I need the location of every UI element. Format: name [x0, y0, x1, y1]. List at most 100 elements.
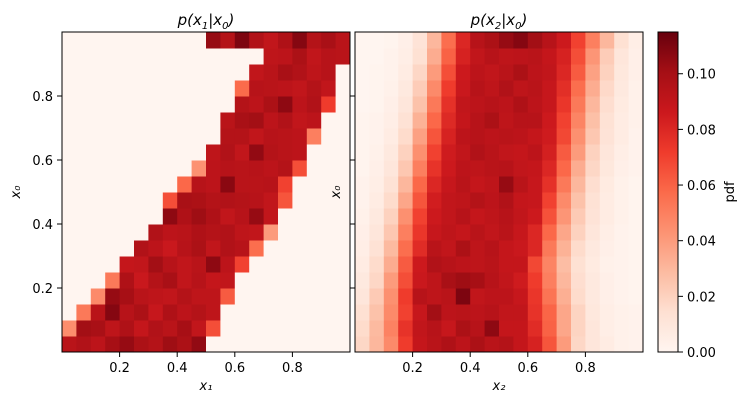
- heatmap-cell: [484, 112, 500, 129]
- heatmap-cell: [513, 144, 529, 161]
- heatmap-cell: [355, 288, 370, 305]
- heatmap-cell: [571, 320, 586, 337]
- heatmap-cell: [499, 272, 514, 289]
- y-tick-label: 0.6: [32, 154, 53, 169]
- heatmap-cell: [427, 240, 442, 257]
- heatmap-cell: [441, 288, 457, 305]
- heatmap-cell: [177, 208, 193, 225]
- heatmap-cell: [427, 32, 442, 49]
- heatmap-panel-x2: 0.2 0.4 0.6 0.8 p(x2|x0) x₂ x₀: [329, 11, 644, 394]
- heatmap-cell: [306, 304, 322, 321]
- heatmap-cell: [234, 240, 250, 257]
- heatmap-cell: [119, 224, 135, 241]
- heatmap-cell: [585, 160, 601, 177]
- heatmap-cell: [220, 64, 236, 81]
- heatmap-cell: [527, 160, 543, 177]
- heatmap-cell: [484, 96, 500, 113]
- heatmap-cell: [234, 80, 250, 97]
- heatmap-cell: [90, 144, 106, 161]
- heatmap-cell: [542, 96, 558, 113]
- heatmap-cell: [162, 320, 178, 337]
- heatmap-cell: [292, 320, 308, 337]
- heatmap-cell: [62, 256, 77, 273]
- colorbar-tick-label: 0.10: [687, 68, 716, 83]
- heatmap-cell: [571, 112, 586, 129]
- heatmap-cell: [585, 192, 601, 209]
- heatmap-cell: [542, 320, 558, 337]
- heatmap-cell: [355, 64, 370, 81]
- heatmap-cell: [628, 240, 644, 257]
- colorbar-gradient: [657, 31, 679, 353]
- heatmap-cell: [455, 48, 471, 65]
- heatmap-cell: [527, 144, 543, 161]
- heatmap-cell: [614, 240, 630, 257]
- heatmap-cell: [571, 304, 586, 321]
- heatmap-cell: [90, 80, 106, 97]
- heatmap-cell: [628, 176, 644, 193]
- heatmap-cell: [249, 128, 265, 145]
- heatmap-cell: [306, 144, 322, 161]
- heatmap-cell: [76, 240, 92, 257]
- heatmap-cell: [206, 192, 221, 209]
- heatmap-cell: [119, 64, 135, 81]
- heatmap-cell: [234, 48, 250, 65]
- heatmap-cell: [499, 48, 514, 65]
- heatmap-cell: [599, 128, 615, 145]
- heatmap-cell: [119, 160, 135, 177]
- heatmap-cell: [427, 208, 442, 225]
- heatmap-cell: [306, 80, 322, 97]
- heatmap-cell: [527, 272, 543, 289]
- heatmap-cell: [585, 144, 601, 161]
- heatmap-cell: [263, 320, 279, 337]
- heatmap-cell: [441, 224, 457, 241]
- colorbar-tick-label: 0.02: [687, 290, 716, 305]
- heatmap-cell: [292, 80, 308, 97]
- heatmap-cell: [105, 32, 121, 49]
- heatmap-cell: [105, 112, 121, 129]
- heatmap-cell: [599, 208, 615, 225]
- heatmap-cell: [278, 32, 293, 49]
- heatmap-cell: [162, 272, 178, 289]
- heatmap-cell: [614, 320, 630, 337]
- heatmap-cell: [455, 240, 471, 257]
- heatmap-cell: [105, 64, 121, 81]
- heatmap-cell: [321, 192, 337, 209]
- heatmap-cell: [599, 144, 615, 161]
- heatmap-cell: [427, 304, 442, 321]
- heatmap-cell: [527, 320, 543, 337]
- x-axis-label-x2: x₂: [492, 379, 506, 394]
- heatmap-cell: [614, 272, 630, 289]
- heatmap-cell: [369, 224, 385, 241]
- heatmap-cell: [484, 160, 500, 177]
- heatmap-cell: [412, 208, 428, 225]
- heatmap-cell: [355, 96, 370, 113]
- heatmap-cell: [162, 64, 178, 81]
- colorbar-ticks: 0.00 0.02 0.04 0.06 0.08 0.10: [678, 68, 716, 361]
- heatmap-cell: [455, 272, 471, 289]
- heatmap-cell: [484, 304, 500, 321]
- heatmap-cell: [556, 176, 572, 193]
- heatmap-cell: [220, 304, 236, 321]
- heatmap-cell: [398, 256, 414, 273]
- heatmap-cell: [614, 112, 630, 129]
- heatmap-cell: [599, 320, 615, 337]
- heatmap-cell: [455, 192, 471, 209]
- heatmap-cell: [527, 80, 543, 97]
- heatmap-cell: [321, 320, 337, 337]
- heatmap-cell: [383, 80, 399, 97]
- heatmap-cell: [148, 176, 164, 193]
- heatmap-cell: [470, 304, 486, 321]
- heatmap-cell: [220, 112, 236, 129]
- heatmap-cell: [513, 208, 529, 225]
- heatmap-cell: [412, 256, 428, 273]
- heatmap-cell: [527, 256, 543, 273]
- heatmap-cell: [321, 80, 337, 97]
- heatmap-cell: [177, 64, 193, 81]
- heatmap-cell: [614, 208, 630, 225]
- heatmap-cell: [134, 160, 149, 177]
- heatmap-cell: [585, 288, 601, 305]
- heatmap-cell: [249, 208, 265, 225]
- heatmap-cell: [398, 64, 414, 81]
- heatmap-cell: [206, 48, 221, 65]
- heatmap-cell: [441, 240, 457, 257]
